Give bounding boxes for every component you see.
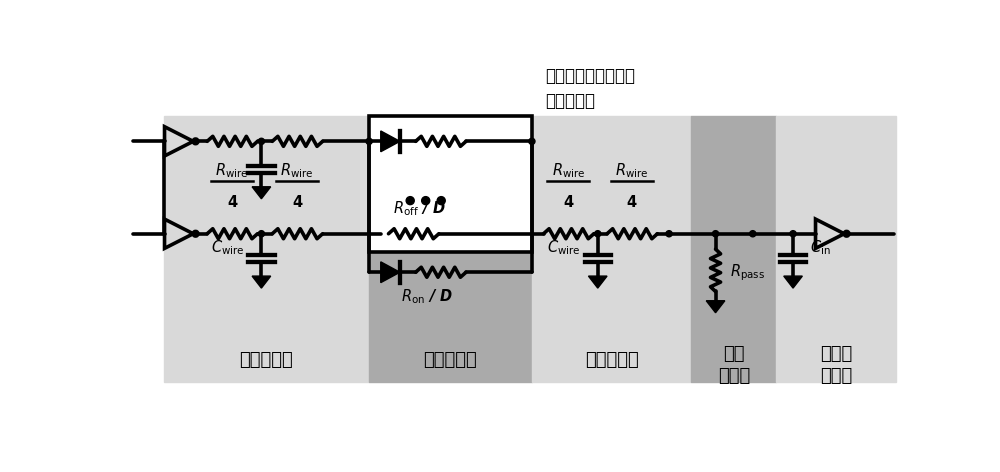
Circle shape [666, 231, 672, 237]
Bar [164, 116, 369, 381]
Text: 纳米二极管: 纳米二极管 [424, 351, 477, 369]
Circle shape [366, 138, 372, 144]
Text: 传输
晶体管: 传输 晶体管 [718, 345, 750, 385]
Text: 4: 4 [563, 195, 573, 210]
Polygon shape [784, 276, 802, 288]
Text: $R_{\rm wire}$: $R_{\rm wire}$ [615, 161, 649, 180]
Bar [776, 116, 896, 381]
Polygon shape [381, 262, 400, 283]
Circle shape [529, 138, 535, 144]
Bar [532, 116, 691, 381]
Circle shape [750, 231, 756, 237]
Text: $C_{\rm wire}$: $C_{\rm wire}$ [547, 238, 581, 257]
Bar [369, 116, 532, 252]
Text: $R_{\rm off}$ / D: $R_{\rm off}$ / D [393, 199, 446, 218]
Circle shape [595, 231, 601, 237]
Text: $C_{\rm in}$: $C_{\rm in}$ [810, 238, 831, 257]
Polygon shape [252, 276, 271, 288]
Circle shape [258, 231, 264, 237]
Text: 输出纳米线: 输出纳米线 [239, 351, 293, 369]
Text: $C_{\rm wire}$: $C_{\rm wire}$ [211, 238, 244, 257]
Text: $R_{\rm wire}$: $R_{\rm wire}$ [552, 161, 585, 180]
Text: 4: 4 [227, 195, 237, 210]
Polygon shape [588, 276, 607, 288]
Polygon shape [381, 131, 400, 152]
Text: $R_{\rm pass}$: $R_{\rm pass}$ [730, 262, 765, 283]
Text: $R_{\rm on}$ / D: $R_{\rm on}$ / D [401, 287, 453, 306]
Circle shape [258, 138, 264, 144]
Text: $R_{\rm wire}$: $R_{\rm wire}$ [280, 161, 314, 180]
Text: 下一级
反相器: 下一级 反相器 [820, 345, 852, 385]
Text: $R_{\rm wire}$: $R_{\rm wire}$ [215, 161, 249, 180]
Circle shape [712, 231, 719, 237]
Bar [369, 116, 532, 381]
Circle shape [437, 197, 445, 205]
Text: 4: 4 [292, 195, 302, 210]
Text: 4: 4 [627, 195, 637, 210]
Polygon shape [706, 301, 725, 313]
Circle shape [422, 197, 430, 205]
Bar [691, 116, 776, 381]
Text: 输入纳米线: 输入纳米线 [585, 351, 639, 369]
Polygon shape [252, 187, 271, 199]
Circle shape [406, 197, 414, 205]
Text: 输入纳米线上并联的
纳米二极管: 输入纳米线上并联的 纳米二极管 [545, 67, 635, 110]
Circle shape [790, 231, 796, 237]
